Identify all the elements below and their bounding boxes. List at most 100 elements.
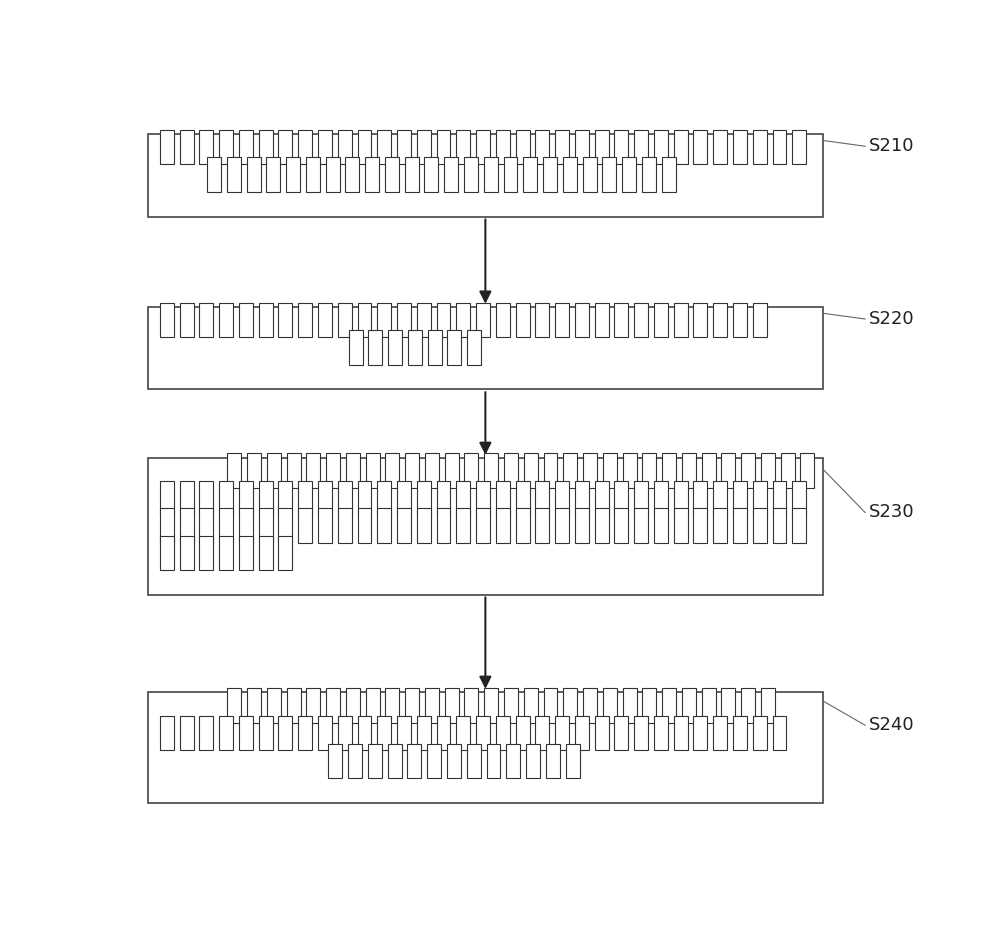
Bar [484, 157, 498, 192]
Bar [526, 743, 540, 778]
Bar [654, 481, 668, 515]
Bar [326, 688, 340, 723]
Bar [160, 509, 174, 542]
Bar [160, 130, 174, 165]
Bar [456, 509, 470, 542]
Bar [543, 157, 557, 192]
Bar [496, 130, 510, 165]
Bar [219, 509, 233, 542]
Bar [504, 688, 518, 723]
Bar [160, 481, 174, 515]
Bar [259, 481, 273, 515]
Bar [603, 453, 617, 488]
Bar [713, 509, 727, 542]
Bar [721, 453, 735, 488]
Bar [535, 509, 549, 542]
Bar [662, 453, 676, 488]
Bar [397, 509, 411, 542]
Bar [544, 453, 557, 488]
Bar [753, 509, 767, 542]
Bar [781, 453, 795, 488]
Bar [713, 130, 727, 165]
Bar [702, 688, 716, 723]
Bar [753, 303, 767, 337]
Bar [753, 716, 767, 751]
Bar [338, 481, 352, 515]
Bar [219, 716, 233, 751]
Bar [358, 509, 371, 542]
Bar [259, 536, 273, 570]
Bar [476, 481, 490, 515]
Bar [287, 688, 301, 723]
Text: S210: S210 [869, 137, 914, 155]
Bar [259, 716, 273, 751]
Bar [445, 688, 459, 723]
Bar [318, 481, 332, 515]
Bar [366, 688, 380, 723]
Bar [614, 509, 628, 542]
Bar [464, 157, 478, 192]
Bar [496, 481, 510, 515]
Bar [733, 509, 747, 542]
Bar [535, 716, 549, 751]
Bar [654, 303, 668, 337]
Bar [417, 130, 431, 165]
Bar [377, 303, 391, 337]
Bar [721, 688, 735, 723]
Bar [602, 157, 616, 192]
Bar [535, 130, 549, 165]
Bar [634, 130, 648, 165]
Bar [388, 743, 402, 778]
Bar [741, 688, 755, 723]
Bar [642, 157, 656, 192]
Bar [733, 303, 747, 337]
Bar [388, 330, 402, 365]
Bar [792, 130, 806, 165]
Bar [674, 509, 688, 542]
Bar [575, 481, 589, 515]
Bar [428, 330, 442, 365]
Bar [674, 303, 688, 337]
Bar [654, 130, 668, 165]
Bar [467, 330, 481, 365]
Bar [496, 303, 510, 337]
Bar [713, 716, 727, 751]
Bar [583, 157, 597, 192]
Bar [583, 453, 597, 488]
Bar [464, 453, 478, 488]
Bar [160, 303, 174, 337]
Bar [180, 303, 194, 337]
Bar [227, 157, 241, 192]
Bar [437, 716, 450, 751]
Bar [239, 509, 253, 542]
Bar [377, 130, 391, 165]
Bar [476, 130, 490, 165]
Bar [437, 130, 450, 165]
Bar [405, 157, 419, 192]
Bar [199, 509, 213, 542]
Bar [595, 716, 609, 751]
Bar [180, 481, 194, 515]
Bar [555, 716, 569, 751]
Bar [682, 688, 696, 723]
Bar [287, 453, 301, 488]
Bar [219, 481, 233, 515]
Bar [634, 481, 648, 515]
Bar [368, 330, 382, 365]
Bar [278, 130, 292, 165]
Bar [366, 453, 380, 488]
Bar [702, 453, 716, 488]
Bar [800, 453, 814, 488]
Bar [504, 453, 518, 488]
Bar [456, 716, 470, 751]
Bar [713, 481, 727, 515]
Bar [614, 130, 628, 165]
Bar [516, 303, 530, 337]
Bar [148, 692, 822, 803]
Bar [444, 157, 458, 192]
Bar [397, 716, 411, 751]
Bar [286, 157, 300, 192]
Bar [267, 688, 281, 723]
Bar [338, 130, 352, 165]
Bar [523, 157, 537, 192]
